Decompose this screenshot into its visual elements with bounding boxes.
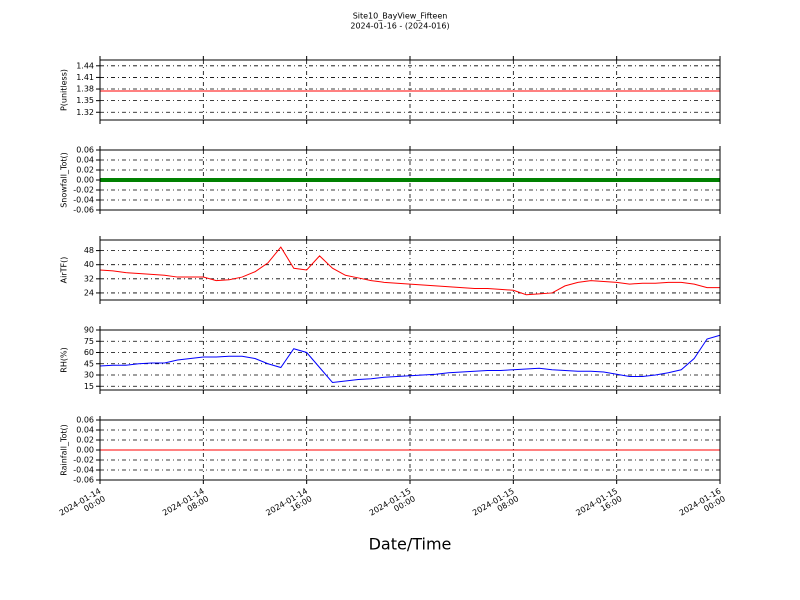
x-axis-label: Date/Time xyxy=(369,535,452,554)
x-tick-label: 2024-01-1408:00 xyxy=(161,486,210,525)
x-tick-label: 2024-01-1416:00 xyxy=(264,486,313,525)
y-tick-label: 48 xyxy=(84,246,94,255)
y-tick-label: -0.06 xyxy=(73,206,94,215)
y-tick-label: -0.06 xyxy=(73,476,94,485)
x-tick-label: 2024-01-1508:00 xyxy=(471,486,520,525)
y-tick-label: 1.32 xyxy=(76,108,94,117)
y-tick-label: 1.44 xyxy=(76,61,94,70)
y-tick-label: 40 xyxy=(84,260,94,269)
y-tick-label: 0.02 xyxy=(76,436,94,445)
y-tick-label: -0.04 xyxy=(73,466,94,475)
y-axis-label: Rainfall_Tot() xyxy=(60,424,69,476)
y-tick-label: 1.41 xyxy=(76,73,94,82)
y-tick-label: 90 xyxy=(84,326,94,335)
data-line xyxy=(99,334,721,384)
figure-title: Site10_BayView_Fifteen xyxy=(353,12,448,21)
y-tick-label: 0.02 xyxy=(76,166,94,175)
y-tick-label: 0.00 xyxy=(76,176,94,185)
y-axis-label: P(unitless) xyxy=(60,69,69,111)
y-tick-label: 60 xyxy=(84,348,94,357)
x-tick-label: 2024-01-1500:00 xyxy=(367,486,416,525)
y-tick-label: 0.06 xyxy=(76,416,94,425)
y-tick-label: -0.04 xyxy=(73,196,94,205)
x-tick-label: 2024-01-1400:00 xyxy=(57,486,106,525)
y-tick-label: 32 xyxy=(84,274,94,283)
y-tick-label: 75 xyxy=(84,337,94,346)
y-tick-label: 0.04 xyxy=(76,426,94,435)
y-tick-label: 15 xyxy=(84,382,94,391)
y-tick-label: 1.35 xyxy=(76,96,94,105)
y-tick-label: 45 xyxy=(84,359,94,368)
y-axis-label: Snowfall_Tot() xyxy=(60,152,69,208)
x-tick-label: 2024-01-1600:00 xyxy=(677,486,726,525)
y-tick-label: 1.38 xyxy=(76,85,94,94)
y-tick-label: 0.04 xyxy=(76,156,94,165)
plot-frame xyxy=(99,239,721,301)
y-tick-label: 24 xyxy=(84,288,94,297)
y-axis-label: RH(%) xyxy=(60,347,69,372)
figure-subtitle: 2024-01-16 - (2024-016) xyxy=(350,22,449,31)
y-tick-label: -0.02 xyxy=(73,186,94,195)
y-tick-label: 0.00 xyxy=(76,446,94,455)
y-tick-label: 30 xyxy=(84,371,94,380)
x-tick-label: 2024-01-1516:00 xyxy=(574,486,623,525)
plot-frame xyxy=(99,149,721,211)
plot-frame xyxy=(99,59,721,121)
y-axis-label: AirTF() xyxy=(60,257,69,284)
data-line xyxy=(99,246,720,296)
plot-frame xyxy=(99,329,721,391)
y-tick-label: 0.06 xyxy=(76,146,94,155)
y-tick-label: -0.02 xyxy=(73,456,94,465)
plot-frame xyxy=(99,419,721,481)
